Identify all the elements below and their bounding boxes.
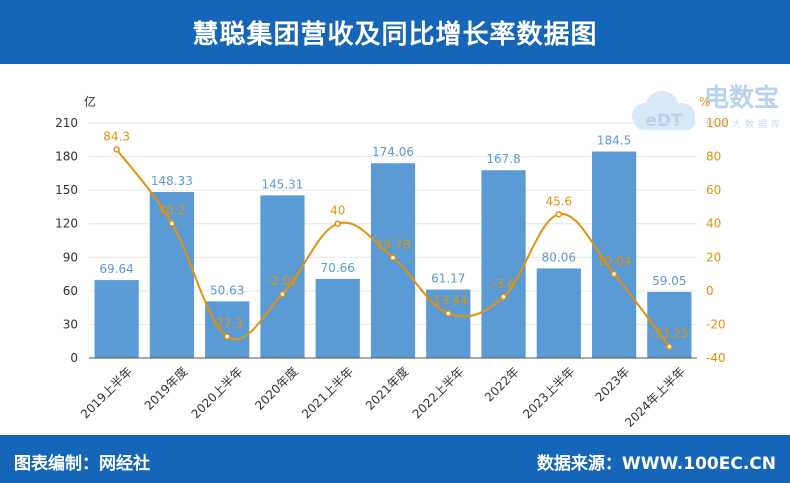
line-point xyxy=(334,220,341,227)
left-tick-label: 150 xyxy=(55,183,78,197)
line-point xyxy=(279,290,286,298)
bar-value-label: 145.31 xyxy=(261,177,303,191)
line-value-label: -2.02 xyxy=(267,274,298,288)
x-tick-label: 2022年 xyxy=(482,364,522,404)
bar-series xyxy=(94,151,692,358)
page-title: 慧聪集团营收及同比增长率数据图 xyxy=(192,19,598,50)
bar xyxy=(260,195,305,358)
x-tick-label: 2020上半年 xyxy=(189,364,246,421)
bar-labels: 69.64 148.33 50.63 145.31 70.66 174.06 61.17 16… xyxy=(99,134,686,298)
bar-value-label: 61.17 xyxy=(431,272,465,286)
bar-value-label: 69.64 xyxy=(99,262,133,276)
bar xyxy=(205,301,250,358)
right-tick-label: 80 xyxy=(706,150,721,164)
line-point xyxy=(500,293,507,301)
line-point xyxy=(666,343,673,350)
line-value-label: 10.04 xyxy=(597,254,631,268)
left-tick-label: 90 xyxy=(63,250,78,264)
left-tick-label: 60 xyxy=(63,284,78,298)
line-value-label: 45.6 xyxy=(545,194,572,208)
line-point xyxy=(389,254,397,261)
line-point xyxy=(610,270,618,278)
bar-value-label: 59.05 xyxy=(652,274,686,288)
x-tick-label: 2021上半年 xyxy=(299,364,356,421)
bar xyxy=(315,278,360,358)
bar-value-label: 167.8 xyxy=(486,152,520,166)
left-tick-label: 0 xyxy=(70,351,78,365)
right-tick-label: 60 xyxy=(706,183,721,197)
line-point xyxy=(555,211,563,218)
bar xyxy=(149,192,195,358)
left-tick-label: 120 xyxy=(55,217,78,231)
bar xyxy=(426,289,471,358)
bar-value-label: 80.06 xyxy=(542,250,576,264)
x-tick-label: 2020年度 xyxy=(252,364,301,413)
left-axis-unit: 亿 xyxy=(84,94,96,109)
bar xyxy=(94,280,139,358)
right-tick-label: 20 xyxy=(706,250,721,264)
line-point xyxy=(445,310,452,317)
left-axis-ticks: 0 30 60 90 120 150 180 210 xyxy=(55,116,78,365)
bar-value-label: 70.66 xyxy=(321,261,355,275)
right-tick-label: 0 xyxy=(706,284,714,298)
x-tick-label: 2019上半年 xyxy=(78,364,135,421)
right-tick-label: 100 xyxy=(706,116,729,130)
bar xyxy=(481,170,526,358)
line-value-label: 19.78 xyxy=(376,238,410,252)
left-tick-label: 210 xyxy=(55,116,78,130)
x-tick-label: 2023年 xyxy=(592,364,632,404)
line-value-label: 84.3 xyxy=(103,129,130,143)
line-value-label: -27.3 xyxy=(212,317,243,331)
left-tick-label: 180 xyxy=(55,150,78,164)
bar-value-label: 50.63 xyxy=(210,283,244,297)
watermark-tagline: 电商大数据库 xyxy=(706,118,784,130)
line-point xyxy=(223,333,231,340)
left-tick-label: 30 xyxy=(63,317,78,331)
line-value-label: -13.44 xyxy=(429,293,468,307)
x-tick-label: 2021年度 xyxy=(362,364,411,413)
line-point xyxy=(168,220,176,227)
line-value-label: -33.25 xyxy=(650,327,689,341)
chart: eDT 电数宝 电商大数据库 69.64 148.33 50.63 145.31 70.… xyxy=(55,83,784,430)
x-tick-label: 2023上半年 xyxy=(520,364,577,421)
editor-credit: 图表编制：网经社 xyxy=(14,454,150,474)
right-axis-ticks: -40 -20 0 20 40 60 80 100 xyxy=(706,116,729,365)
watermark-brand: 电数宝 xyxy=(704,83,779,112)
footer-bar: 图表编制：网经社 数据来源：WWW.100EC.CN xyxy=(0,435,790,483)
bar-value-label: 184.5 xyxy=(597,134,631,148)
right-tick-label: 40 xyxy=(706,217,721,231)
line-value-label: -3.6 xyxy=(492,277,515,291)
bar-value-label: 148.33 xyxy=(151,174,193,188)
line-value-label: 40 xyxy=(330,204,345,218)
right-tick-label: -20 xyxy=(706,317,726,331)
data-source: 数据来源：WWW.100EC.CN xyxy=(536,454,776,474)
line-value-label: 40.2 xyxy=(159,203,186,217)
line-point xyxy=(113,146,120,153)
right-axis-unit: % xyxy=(699,95,710,109)
bar-value-label: 174.06 xyxy=(372,145,414,159)
line-labels: 84.3 40.2 -27.3 -2.02 40 19.78 -13.44 -3.6 45.6 1… xyxy=(103,129,688,340)
header-bar: 慧聪集团营收及同比增长率数据图 xyxy=(0,0,790,64)
x-tick-label: 2022上半年 xyxy=(410,364,467,421)
line-points xyxy=(113,146,673,350)
right-tick-label: -40 xyxy=(706,351,726,365)
x-tick-label: 2019年度 xyxy=(141,364,190,413)
bar xyxy=(536,268,581,358)
watermark-icon-text: eDT xyxy=(645,111,683,131)
